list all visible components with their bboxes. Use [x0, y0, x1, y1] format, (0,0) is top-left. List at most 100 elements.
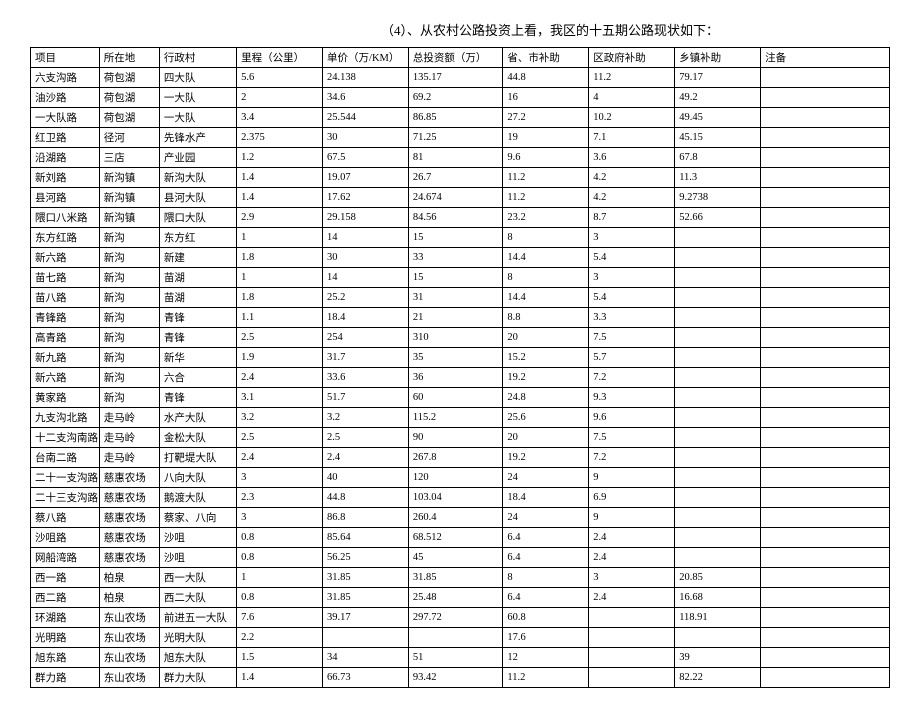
table-cell: 11.2: [503, 168, 589, 188]
table-cell: 6.9: [589, 488, 675, 508]
table-cell: [761, 148, 890, 168]
col-mileage: 里程（公里）: [237, 48, 323, 68]
table-cell: 水产大队: [159, 408, 236, 428]
table-cell: 走马岭: [99, 408, 159, 428]
table-cell: 8: [503, 568, 589, 588]
table-cell: [675, 508, 761, 528]
table-cell: 环湖路: [31, 608, 100, 628]
table-cell: 1: [237, 228, 323, 248]
table-cell: 网船湾路: [31, 548, 100, 568]
table-cell: 8: [503, 268, 589, 288]
table-cell: 24.138: [323, 68, 409, 88]
table-cell: [675, 228, 761, 248]
table-cell: 71.25: [408, 128, 502, 148]
table-cell: 鹅渡大队: [159, 488, 236, 508]
table-cell: 3.4: [237, 108, 323, 128]
table-cell: 1.9: [237, 348, 323, 368]
table-cell: [761, 388, 890, 408]
table-cell: [761, 508, 890, 528]
table-cell: 1.4: [237, 188, 323, 208]
table-cell: 31.85: [323, 588, 409, 608]
table-cell: [675, 268, 761, 288]
table-cell: 2.4: [589, 548, 675, 568]
table-row: 网船湾路慈惠农场沙咀0.856.25456.42.4: [31, 548, 890, 568]
table-cell: 25.6: [503, 408, 589, 428]
table-cell: 1.8: [237, 248, 323, 268]
col-town-subsidy: 乡镇补助: [675, 48, 761, 68]
table-cell: 31: [408, 288, 502, 308]
col-project: 项目: [31, 48, 100, 68]
table-cell: 一大队: [159, 88, 236, 108]
table-cell: 85.64: [323, 528, 409, 548]
table-cell: 10.2: [589, 108, 675, 128]
page-title: （4）、从农村公路投资上看，我区的十五期公路现状如下：: [30, 20, 890, 39]
table-cell: 14: [323, 228, 409, 248]
table-cell: [761, 128, 890, 148]
table-cell: 9.6: [589, 408, 675, 428]
table-cell: 39.17: [323, 608, 409, 628]
table-cell: 9: [589, 468, 675, 488]
table-cell: 慈惠农场: [99, 528, 159, 548]
table-cell: 光明路: [31, 628, 100, 648]
table-cell: 油沙路: [31, 88, 100, 108]
table-cell: 2.4: [323, 448, 409, 468]
table-cell: [675, 488, 761, 508]
table-cell: 8: [503, 228, 589, 248]
table-header-row: 项目 所在地 行政村 里程（公里） 单价（万/KM） 总投资额（万） 省、市补助…: [31, 48, 890, 68]
table-cell: 县河大队: [159, 188, 236, 208]
table-cell: 24.674: [408, 188, 502, 208]
table-cell: 19: [503, 128, 589, 148]
table-cell: 群力路: [31, 668, 100, 688]
table-cell: 新六路: [31, 368, 100, 388]
table-cell: 荷包湖: [99, 108, 159, 128]
table-cell: 19.2: [503, 448, 589, 468]
table-cell: 十二支沟南路: [31, 428, 100, 448]
table-cell: [761, 68, 890, 88]
table-cell: 67.8: [675, 148, 761, 168]
table-cell: 3: [237, 468, 323, 488]
table-cell: 26.7: [408, 168, 502, 188]
table-cell: 30: [323, 128, 409, 148]
table-cell: 隈口大队: [159, 208, 236, 228]
table-cell: 34.6: [323, 88, 409, 108]
table-cell: 81: [408, 148, 502, 168]
table-cell: 先锋水产: [159, 128, 236, 148]
table-cell: 东方红: [159, 228, 236, 248]
table-cell: 35: [408, 348, 502, 368]
table-cell: 前进五一大队: [159, 608, 236, 628]
table-cell: 3: [237, 508, 323, 528]
table-cell: 走马岭: [99, 428, 159, 448]
table-cell: 51.7: [323, 388, 409, 408]
table-cell: 走马岭: [99, 448, 159, 468]
table-cell: 新沟: [99, 328, 159, 348]
table-cell: 8.8: [503, 308, 589, 328]
table-cell: 苗湖: [159, 288, 236, 308]
table-cell: [761, 608, 890, 628]
table-cell: 82.22: [675, 668, 761, 688]
table-cell: 7.2: [589, 448, 675, 468]
table-cell: 2.5: [237, 328, 323, 348]
table-cell: [675, 528, 761, 548]
table-cell: 0.8: [237, 588, 323, 608]
table-cell: 沿湖路: [31, 148, 100, 168]
table-cell: 群力大队: [159, 668, 236, 688]
table-cell: [761, 328, 890, 348]
table-cell: 31.85: [323, 568, 409, 588]
table-cell: 2.4: [237, 448, 323, 468]
table-cell: 新沟: [99, 268, 159, 288]
col-remarks: 注备: [761, 48, 890, 68]
table-cell: 17.6: [503, 628, 589, 648]
table-cell: [761, 168, 890, 188]
table-row: 高青路新沟青锋2.5254310207.5: [31, 328, 890, 348]
table-cell: 八向大队: [159, 468, 236, 488]
table-row: 东方红路新沟东方红1141583: [31, 228, 890, 248]
table-cell: [323, 628, 409, 648]
table-row: 新刘路新沟镇新沟大队1.419.0726.711.24.211.3: [31, 168, 890, 188]
table-cell: 5.4: [589, 248, 675, 268]
table-cell: [761, 528, 890, 548]
table-cell: 1.1: [237, 308, 323, 328]
table-cell: 90: [408, 428, 502, 448]
table-cell: 1: [237, 568, 323, 588]
table-cell: 310: [408, 328, 502, 348]
table-cell: 2.5: [323, 428, 409, 448]
